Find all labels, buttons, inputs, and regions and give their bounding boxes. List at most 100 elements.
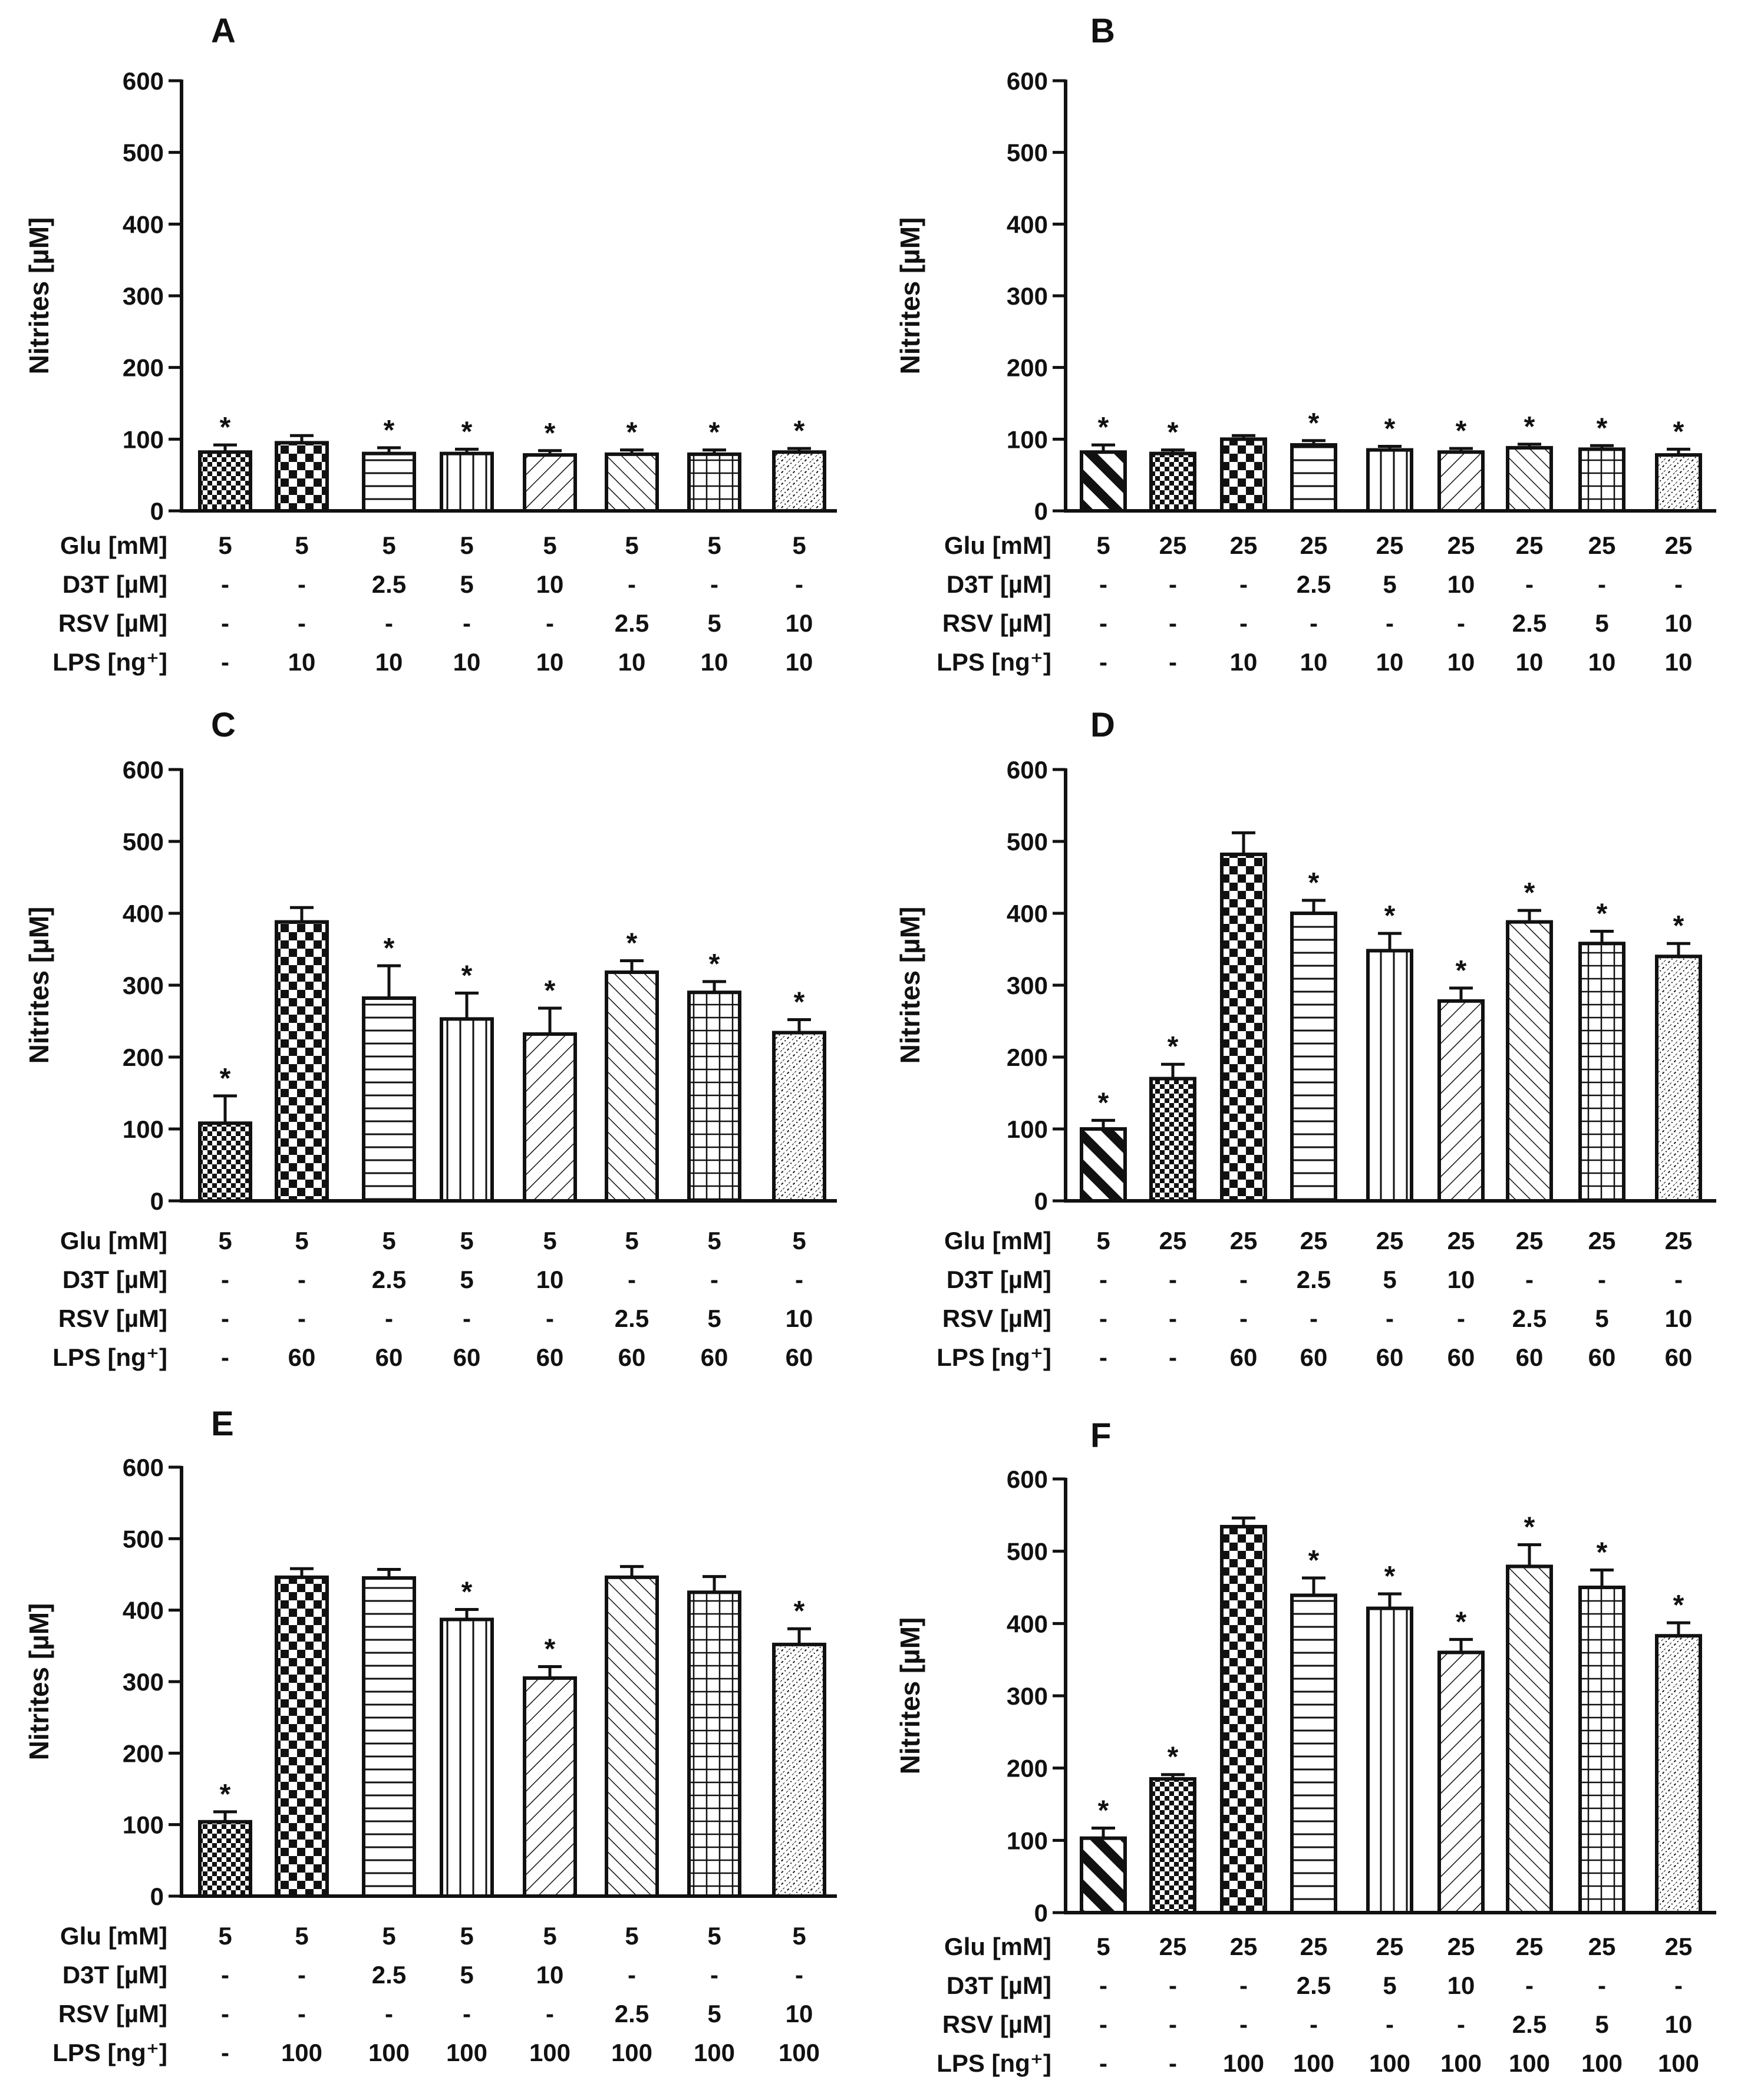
significance-star: * bbox=[1168, 417, 1179, 448]
cell-lps: 10 bbox=[1230, 648, 1258, 676]
cell-glu: 5 bbox=[218, 1227, 232, 1254]
cell-lps: 100 bbox=[446, 2039, 487, 2066]
cell-rsv: - bbox=[1099, 2010, 1107, 2038]
cell-rsv: - bbox=[1239, 1305, 1248, 1332]
cell-d3t: - bbox=[1598, 570, 1606, 598]
significance-star: * bbox=[709, 417, 720, 448]
cell-rsv: - bbox=[546, 1305, 554, 1332]
significance-star: * bbox=[1168, 1742, 1179, 1773]
y-tick-label: 0 bbox=[1034, 497, 1048, 525]
cell-lps: 60 bbox=[1447, 1343, 1475, 1371]
y-tick-label: 0 bbox=[150, 1187, 164, 1215]
cell-rsv: 5 bbox=[707, 2000, 721, 2028]
cell-glu: 25 bbox=[1376, 1933, 1404, 1960]
bar bbox=[687, 1590, 741, 1898]
cell-d3t: - bbox=[1525, 1972, 1534, 1999]
cell-lps: 100 bbox=[1223, 2049, 1264, 2077]
significance-star: * bbox=[384, 415, 395, 446]
cell-d3t: - bbox=[298, 1961, 306, 1989]
y-tick-label: 500 bbox=[123, 1525, 164, 1553]
cell-d3t: - bbox=[221, 570, 229, 598]
y-tick-label: 300 bbox=[1007, 1682, 1048, 1710]
cell-rsv: 2.5 bbox=[1512, 609, 1547, 637]
cell-lps: 10 bbox=[1588, 648, 1616, 676]
row-label-glu: Glu [mM] bbox=[944, 531, 1051, 559]
bar bbox=[1437, 999, 1485, 1203]
cell-rsv: - bbox=[298, 1305, 306, 1332]
cell-rsv: - bbox=[221, 609, 229, 637]
significance-star: * bbox=[384, 933, 395, 964]
cell-glu: 25 bbox=[1159, 1933, 1187, 1960]
bar bbox=[1149, 1777, 1196, 1914]
cell-glu: 5 bbox=[382, 1227, 395, 1254]
cell-lps: 10 bbox=[288, 648, 316, 676]
significance-star: * bbox=[220, 1063, 231, 1094]
y-tick-label: 300 bbox=[123, 1668, 164, 1696]
significance-star: * bbox=[709, 949, 720, 980]
y-tick-label: 600 bbox=[1007, 67, 1048, 95]
cell-rsv: - bbox=[1310, 2010, 1318, 2038]
cell-glu: 25 bbox=[1588, 531, 1616, 559]
cell-lps: 60 bbox=[701, 1343, 728, 1371]
bar bbox=[1655, 453, 1702, 513]
cell-lps: 100 bbox=[779, 2039, 820, 2066]
bar bbox=[362, 996, 416, 1203]
cell-d3t: - bbox=[795, 1961, 803, 1989]
y-tick-label: 0 bbox=[1034, 1899, 1048, 1927]
y-tick-label: 300 bbox=[123, 282, 164, 310]
row-label-rsv: RSV [µM] bbox=[942, 1305, 1051, 1332]
panel-d: D Nitrites [µM] 0 100 200 300 400 500 600 * * * * * * *… bbox=[895, 706, 1716, 1371]
significance-star: * bbox=[1098, 1087, 1109, 1118]
cell-d3t: 5 bbox=[1383, 570, 1396, 598]
y-axis-title: Nitrites [µM] bbox=[895, 907, 925, 1064]
cell-lps: 10 bbox=[453, 648, 481, 676]
cell-glu: 25 bbox=[1665, 1227, 1693, 1254]
cell-glu: 5 bbox=[460, 1922, 473, 1950]
row-label-rsv: RSV [µM] bbox=[58, 609, 167, 637]
cell-d3t: - bbox=[298, 570, 306, 598]
y-axis-title: Nitrites [µM] bbox=[24, 1603, 54, 1761]
cell-d3t: - bbox=[710, 1961, 718, 1989]
row-label-glu: Glu [mM] bbox=[60, 1922, 167, 1950]
significance-star: * bbox=[545, 975, 556, 1006]
bar bbox=[1506, 445, 1553, 513]
cell-rsv: - bbox=[1239, 609, 1248, 637]
bar bbox=[440, 451, 494, 513]
cell-lps: - bbox=[1099, 648, 1107, 676]
bar bbox=[198, 450, 252, 513]
cell-rsv: - bbox=[385, 2000, 393, 2028]
y-axis-title: Nitrites [µM] bbox=[24, 907, 54, 1064]
cell-d3t: - bbox=[1674, 1266, 1683, 1293]
cell-d3t: - bbox=[1598, 1266, 1606, 1293]
bar bbox=[1578, 942, 1625, 1203]
cell-d3t: 5 bbox=[1383, 1266, 1396, 1293]
significance-star: * bbox=[1456, 415, 1467, 447]
cell-d3t: - bbox=[298, 1266, 306, 1293]
cell-d3t: - bbox=[1169, 1972, 1177, 1999]
cell-lps: 10 bbox=[786, 648, 813, 676]
cell-rsv: 10 bbox=[1665, 1305, 1693, 1332]
y-tick-label: 0 bbox=[150, 1883, 164, 1910]
y-tick-label: 600 bbox=[123, 756, 164, 784]
cell-rsv: - bbox=[1169, 609, 1177, 637]
bar bbox=[362, 451, 416, 513]
significance-star: * bbox=[794, 415, 805, 447]
cell-glu: 5 bbox=[792, 1227, 806, 1254]
cell-rsv: 10 bbox=[1665, 2010, 1693, 2038]
cell-glu: 5 bbox=[792, 1922, 806, 1950]
y-tick-label: 0 bbox=[150, 497, 164, 525]
row-label-glu: Glu [mM] bbox=[60, 1227, 167, 1254]
cell-glu: 5 bbox=[382, 1922, 395, 1950]
cell-lps: - bbox=[221, 648, 229, 676]
cell-glu: 25 bbox=[1447, 531, 1475, 559]
cell-lps: 60 bbox=[1300, 1343, 1328, 1371]
cell-lps: 60 bbox=[1376, 1343, 1404, 1371]
cell-lps: 60 bbox=[375, 1343, 403, 1371]
panel-letter: B bbox=[1090, 12, 1115, 50]
cell-glu: 5 bbox=[1096, 1227, 1110, 1254]
significance-star: * bbox=[1308, 1545, 1320, 1576]
significance-star: * bbox=[1456, 1606, 1467, 1637]
row-label-lps: LPS [ng⁺] bbox=[52, 2039, 167, 2066]
